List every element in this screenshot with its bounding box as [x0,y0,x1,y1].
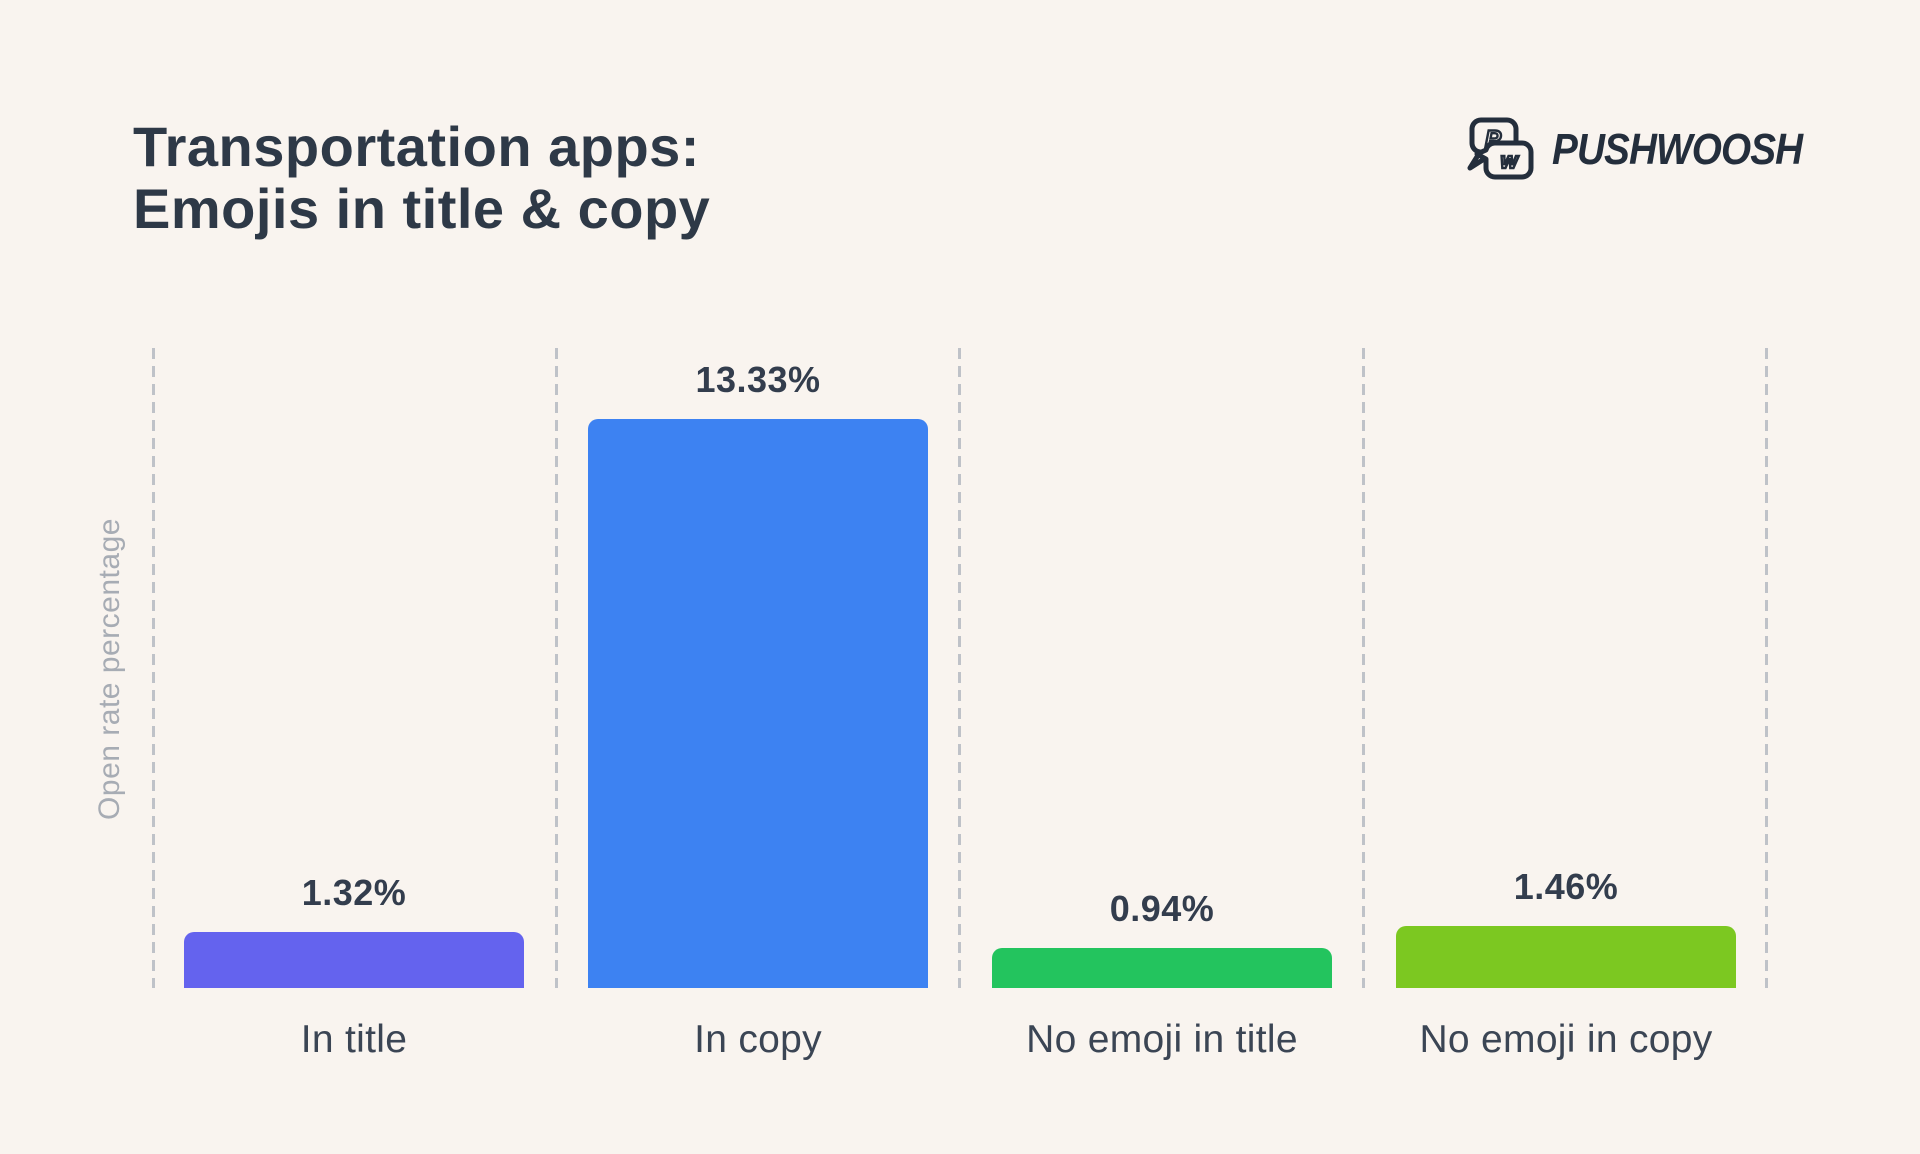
dashed-gridline [152,348,155,988]
bar-in-title [184,932,524,988]
category-label-no-emoji-in-title: No emoji in title [1026,1018,1298,1061]
page-title-line1: Transportation apps: [133,115,700,178]
bar-no-emoji-in-title [992,948,1332,988]
dashed-gridline [1362,348,1365,988]
bar-value-label: 0.94% [1109,888,1215,929]
page-title: Transportation apps: Emojis in title & c… [133,116,710,240]
bar-value-label: 13.33% [695,359,821,400]
bar-column-no-emoji-in-copy: 1.46% [1364,348,1768,988]
y-axis-label: Open rate percentage [93,518,126,820]
category-label-in-title: In title [300,1018,408,1061]
pushwoosh-speech-bubbles-icon: P w [1467,117,1534,180]
bar-value-label: 1.32% [301,872,407,913]
bar-column-in-title: 1.32% [152,348,556,988]
dashed-gridline [555,348,558,988]
category-label-in-copy: In copy [694,1018,822,1061]
bar-column-no-emoji-in-title: 0.94% [960,348,1364,988]
bar-value-label: 1.46% [1513,866,1619,907]
bar-in-copy [588,419,928,988]
bar-column-in-copy: 13.33% [556,348,960,988]
pushwoosh-logo: P w PUSHWOOSH [1466,116,1836,184]
dashed-gridline [1765,348,1768,988]
brand-name: PUSHWOOSH [1552,125,1803,174]
plot-area: 1.32% 13.33% 0.94% 1.46% [152,348,1768,988]
bar-no-emoji-in-copy [1396,926,1736,988]
dashed-gridline [958,348,961,988]
category-label-no-emoji-in-copy: No emoji in copy [1419,1018,1713,1061]
logo-letter-w: w [1500,148,1519,173]
page-title-line2: Emojis in title & copy [133,177,711,240]
